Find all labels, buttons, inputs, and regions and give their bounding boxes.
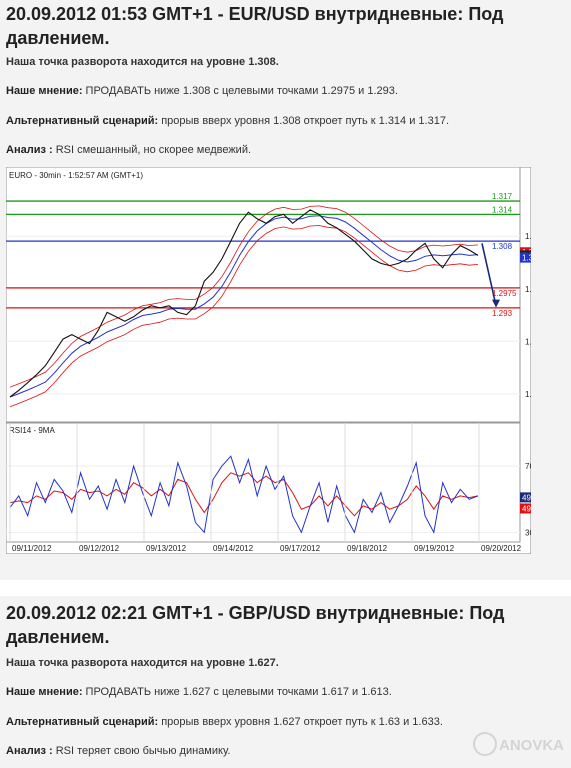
post-title[interactable]: 20.09.2012 02:21 GMT+1 - GBP/USD внутрид… (6, 603, 505, 647)
alternative-line: Альтернативный сценарий: прорыв вверх ур… (6, 715, 443, 729)
pivot-line: Наша точка разворота находится на уровне… (6, 657, 279, 669)
eurusd-chart: EURO - 30min - 1:52:57 AM (GMT+1) RSI14 … (6, 167, 531, 554)
date-tick-label: 09/19/2012 (414, 544, 455, 553)
date-tick-label: 09/18/2012 (347, 544, 388, 553)
forecast-arrow (481, 243, 497, 306)
rsi-panel (6, 422, 521, 543)
analysis-text: RSI теряет свою бычью динамику. (52, 745, 231, 757)
watermark-circle (473, 732, 497, 756)
rsi-tick-label: 70.0 (525, 462, 531, 471)
date-tick-label: 09/13/2012 (146, 544, 187, 553)
opinion-label: Наше мнение: (6, 85, 83, 97)
opinion-line: Наше мнение: ПРОДАВАТЬ ниже 1.627 с целе… (6, 685, 392, 699)
date-tick-label: 09/12/2012 (79, 544, 120, 553)
analysis-label: Анализ : (6, 144, 53, 156)
watermark-logo: ANOVKA (473, 732, 564, 756)
alternative-text: прорыв вверх уровня 1.627 откроет путь к… (158, 716, 443, 728)
chart-title: EURO - 30min - 1:52:57 AM (GMT+1) (9, 171, 143, 180)
analysis-text: RSI смешанный, но скорее медвежий. (52, 144, 252, 156)
rsi-ma-line (9, 472, 479, 517)
alternative-line: Альтернативный сценарий: прорыв вверх ур… (6, 114, 449, 128)
alternative-label: Альтернативный сценарий: (6, 716, 159, 728)
post-gbpusd: 20.09.2012 02:21 GMT+1 - GBP/USD внутрид… (0, 598, 571, 768)
post-title[interactable]: 20.09.2012 01:53 GMT+1 - EUR/USD внутрид… (6, 4, 504, 48)
bollinger-upper (9, 205, 479, 388)
forecast-arrowhead (492, 299, 500, 308)
price-badge-label: 1.30464 (522, 254, 531, 263)
date-tick-label: 09/17/2012 (280, 544, 321, 553)
price-tick-label: 1.2855 (525, 337, 531, 346)
price-panel (6, 167, 521, 423)
opinion-text: ПРОДАВАТЬ ниже 1.627 с целевыми точками … (82, 686, 392, 698)
post-divider (0, 580, 571, 596)
alternative-text: прорыв вверх уровня 1.308 откроет путь к… (158, 115, 450, 127)
post-eurusd: 20.09.2012 01:53 GMT+1 - EUR/USD внутрид… (6, 4, 531, 554)
rsi-badge (520, 503, 531, 514)
opinion-text: ПРОДАВАТЬ ниже 1.308 с целевыми точками … (82, 85, 398, 97)
level-label: 1.2975 (492, 289, 517, 298)
price-tick-label: 1.2973 (525, 285, 531, 294)
price-tick-label: 1.3091 (525, 232, 531, 241)
date-tick-label: 09/20/2012 (481, 544, 522, 553)
rsi-badge-label: 49.2554 (522, 504, 531, 513)
pivot-line: Наша точка разворота находится на уровне… (6, 56, 279, 68)
rsi-title: RSI14 - 9MA (9, 426, 55, 435)
opinion-label: Наше мнение: (6, 686, 83, 698)
analysis-label: Анализ : (6, 745, 53, 757)
level-label: 1.308 (492, 242, 513, 251)
level-label: 1.314 (492, 205, 513, 214)
watermark-text: ANOVKA (499, 737, 564, 754)
analysis-line: Анализ : RSI смешанный, но скорее медвеж… (6, 143, 251, 157)
rsi-line (9, 455, 479, 534)
analysis-line: Анализ : RSI теряет свою бычью динамику. (6, 744, 230, 758)
alternative-label: Альтернативный сценарий: (6, 115, 159, 127)
bollinger-lower (9, 225, 479, 408)
rsi-badge (520, 492, 531, 503)
price-line (9, 209, 479, 398)
level-label: 1.293 (492, 309, 513, 318)
rsi-badge-label: 49.927 (522, 493, 531, 502)
date-tick-label: 09/14/2012 (213, 544, 254, 553)
opinion-line: Наше мнение: ПРОДАВАТЬ ниже 1.308 с целе… (6, 84, 398, 98)
level-label: 1.317 (492, 192, 513, 201)
date-tick-label: 09/11/2012 (12, 544, 52, 553)
price-tick-label: 1.2737 (525, 390, 531, 399)
rsi-tick-label: 30.0 (525, 528, 531, 537)
price-badge (520, 252, 531, 263)
